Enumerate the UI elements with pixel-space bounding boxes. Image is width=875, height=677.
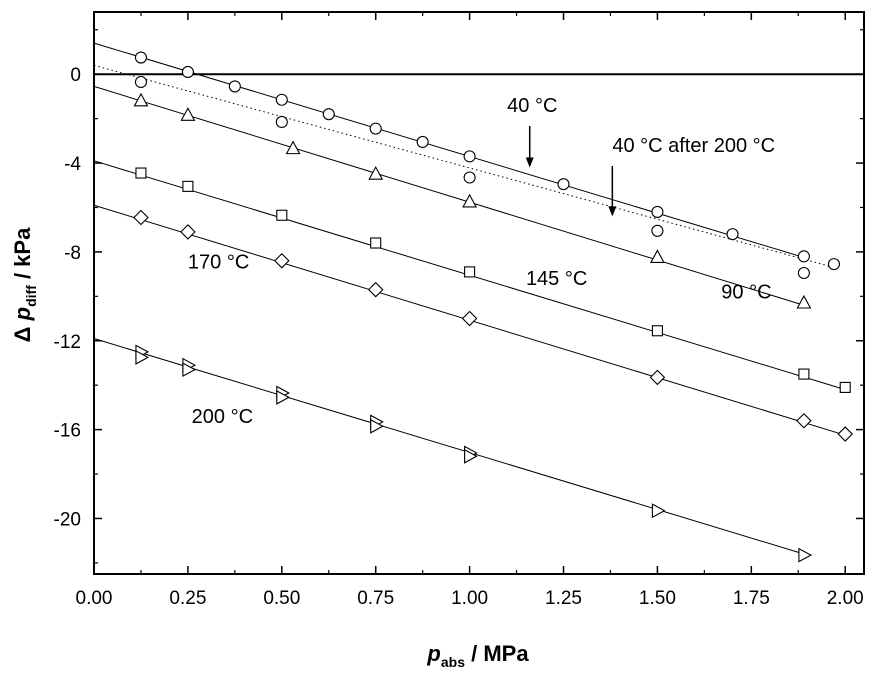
marker-series-4-point-0	[133, 209, 149, 226]
x-tick-label-1: 0.25	[169, 588, 206, 609]
x-axis-title-rest: / MPa	[465, 641, 529, 666]
marker-series-0-point-8	[557, 178, 570, 191]
marker-series-2-point-2	[285, 140, 301, 155]
marker-series-0-point-5	[369, 122, 382, 135]
y-tick-label-3: -12	[54, 332, 81, 353]
x-tick-label-8: 2.00	[827, 588, 864, 609]
marker-series-0-point-6	[416, 135, 429, 148]
marker-series-2-point-3	[368, 166, 384, 180]
marker-series-5-point-9	[464, 448, 478, 464]
marker-series-3-point-2	[276, 209, 288, 221]
annotation-label-3: 145 °C	[526, 268, 587, 290]
marker-series-3-point-1	[182, 180, 194, 192]
marker-series-1-point-4	[797, 266, 810, 280]
marker-series-4-point-6	[796, 412, 812, 429]
marker-series-0-point-1	[181, 65, 194, 79]
marker-series-2-point-5	[649, 249, 665, 264]
marker-series-3-point-5	[651, 325, 663, 337]
marker-series-2-point-1	[180, 107, 196, 121]
marker-series-3-point-7	[839, 381, 851, 393]
fit-line-series-2	[93, 85, 805, 306]
marker-series-4-point-4	[461, 310, 478, 327]
fit-line-series-5	[93, 338, 805, 555]
y-tick-label-1: -4	[64, 154, 81, 175]
y-tick-label-2: -8	[64, 243, 81, 264]
axis-ticks: 0.00 0.25 0.50 0.75 1.00 1.25 1.50 1.75 2.00 0 -4 -…	[54, 12, 864, 609]
fit-line-series-0	[93, 42, 808, 260]
x-axis-title: pabs / MPa	[426, 641, 529, 670]
x-tick-label-2: 0.50	[263, 588, 300, 609]
marker-series-0-point-0	[134, 51, 148, 64]
marker-series-2-point-6	[796, 294, 812, 309]
annotation-label-1: 40 °C after 200 °C	[612, 135, 775, 157]
y-tick-label-0: 0	[70, 65, 81, 86]
y-tick-label-4: -16	[54, 421, 81, 442]
annotation-label-2: 90 °C	[721, 282, 771, 304]
annotations: 40 °C 40 °C after 200 °C 90 °C 145 °C 170 °C…	[188, 95, 775, 428]
marker-series-0-point-2	[228, 80, 241, 93]
marker-series-1-point-1	[275, 115, 288, 129]
marker-series-0-point-4	[322, 108, 335, 121]
marker-series-0-point-11	[797, 250, 810, 263]
marker-series-5-point-1	[135, 349, 150, 365]
marker-series-3-point-3	[370, 237, 382, 249]
marker-series-1-point-3	[651, 224, 664, 237]
y-axis-title-rest: / kPa	[10, 227, 35, 285]
marker-series-4-point-3	[367, 281, 384, 298]
marker-series-4-point-5	[649, 369, 666, 386]
annotation-label-4: 170 °C	[188, 252, 249, 274]
annotation-label-0: 40 °C	[507, 95, 557, 117]
x-tick-label-6: 1.50	[639, 588, 676, 609]
x-tick-label-3: 0.75	[357, 588, 394, 609]
marker-series-5-point-10	[651, 503, 666, 519]
marker-series-0-point-10	[726, 228, 739, 241]
plot-frame	[93, 11, 865, 575]
marker-series-4-point-2	[274, 253, 290, 269]
marker-series-4-point-1	[180, 224, 196, 240]
marker-series-5-point-11	[798, 547, 813, 563]
marker-series-5-point-5	[276, 389, 290, 405]
x-axis-title-main: p	[426, 641, 440, 666]
marker-series-1-point-2	[463, 171, 476, 184]
marker-series-1-point-5	[827, 258, 841, 271]
annotation-label-5: 200 °C	[192, 406, 253, 428]
fit-line-series-1	[93, 64, 835, 268]
x-tick-label-5: 1.25	[545, 588, 582, 609]
plot-markers	[133, 51, 853, 563]
y-axis-title: Δ pdiff / kPa	[10, 227, 39, 342]
marker-series-1-point-0	[134, 75, 148, 89]
x-tick-label-7: 1.75	[733, 588, 770, 609]
annotation-arrow-head-1	[608, 206, 617, 217]
y-axis-title-sub: diff	[23, 285, 39, 307]
marker-series-3-point-6	[798, 368, 810, 380]
marker-series-4-point-7	[837, 426, 853, 442]
x-tick-label-4: 1.00	[451, 588, 488, 609]
y-axis-title-prefix: Δ	[10, 320, 35, 342]
y-axis-title-main: p	[10, 307, 35, 321]
annotation-arrow-head-0	[525, 157, 534, 168]
marker-series-5-point-3	[182, 362, 197, 378]
x-tick-label-0: 0.00	[76, 588, 113, 609]
x-axis-title-sub: abs	[441, 654, 465, 670]
marker-series-0-point-7	[463, 150, 476, 163]
marker-series-2-point-4	[462, 193, 478, 208]
marker-series-3-point-0	[135, 167, 147, 179]
marker-series-3-point-4	[464, 266, 476, 278]
marker-series-0-point-3	[275, 93, 288, 106]
y-tick-label-5: -20	[54, 509, 81, 530]
marker-series-0-point-9	[651, 205, 664, 218]
marker-series-2-point-0	[133, 92, 149, 107]
marker-series-5-point-7	[370, 418, 384, 434]
